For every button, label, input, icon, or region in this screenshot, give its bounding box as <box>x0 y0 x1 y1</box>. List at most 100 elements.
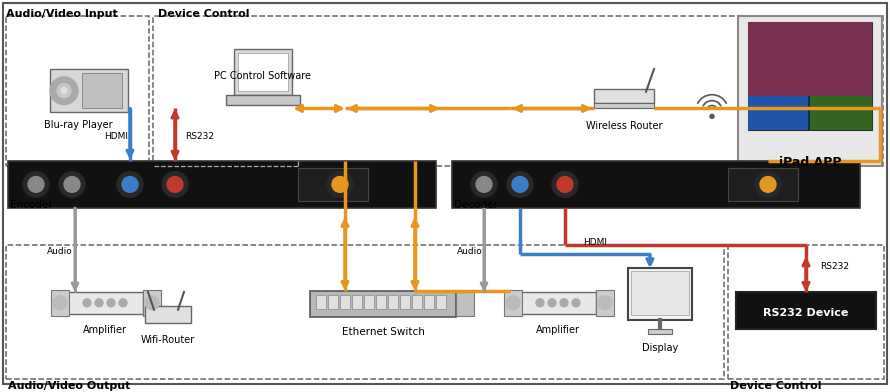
Bar <box>648 329 672 334</box>
Bar <box>328 295 338 309</box>
Bar <box>51 290 69 316</box>
Circle shape <box>471 172 497 197</box>
Circle shape <box>50 77 78 105</box>
Bar <box>234 49 292 95</box>
Bar <box>748 96 808 130</box>
Bar <box>316 295 326 309</box>
Bar <box>728 245 884 379</box>
Bar <box>728 168 798 201</box>
Bar <box>143 290 161 316</box>
Bar <box>738 16 882 166</box>
Bar <box>145 306 191 323</box>
Circle shape <box>107 299 115 307</box>
Text: RS232: RS232 <box>820 262 849 271</box>
Circle shape <box>760 176 776 192</box>
Text: Audio/Video Input: Audio/Video Input <box>6 9 117 19</box>
Circle shape <box>64 176 80 192</box>
Text: Device Control: Device Control <box>730 381 821 391</box>
Circle shape <box>57 84 71 98</box>
Circle shape <box>332 176 348 192</box>
Text: Wifi-Router: Wifi-Router <box>141 335 195 345</box>
Bar <box>298 168 368 201</box>
Bar <box>8 161 436 208</box>
Circle shape <box>512 176 528 192</box>
Bar <box>810 96 872 130</box>
Text: PC Control Software: PC Control Software <box>214 71 312 81</box>
Circle shape <box>122 176 138 192</box>
Bar <box>452 161 860 208</box>
Bar <box>226 95 300 105</box>
Bar <box>6 16 149 166</box>
Circle shape <box>598 296 612 310</box>
Text: Device Control: Device Control <box>158 9 249 19</box>
Text: Wireless Router: Wireless Router <box>586 121 662 131</box>
Text: Audio: Audio <box>47 247 73 256</box>
Bar <box>352 295 362 309</box>
Bar <box>82 73 122 109</box>
Text: HDMI: HDMI <box>104 132 128 141</box>
Text: Display: Display <box>642 343 678 353</box>
Circle shape <box>119 299 127 307</box>
Circle shape <box>548 299 556 307</box>
Circle shape <box>53 296 67 310</box>
Bar <box>748 22 872 96</box>
Circle shape <box>710 114 714 118</box>
Text: HDMI: HDMI <box>583 238 607 247</box>
Bar <box>364 295 374 309</box>
Bar <box>436 295 446 309</box>
Circle shape <box>506 296 520 310</box>
Circle shape <box>95 299 103 307</box>
Circle shape <box>167 176 183 192</box>
Bar <box>736 292 876 329</box>
Bar <box>388 295 398 309</box>
Bar <box>456 292 474 316</box>
Bar <box>50 69 128 113</box>
Circle shape <box>507 172 533 197</box>
Text: Encoder: Encoder <box>10 200 53 210</box>
Circle shape <box>23 172 49 197</box>
Circle shape <box>557 176 573 192</box>
Circle shape <box>536 299 544 307</box>
Text: RS232 Device: RS232 Device <box>764 308 849 318</box>
Bar <box>412 295 422 309</box>
Circle shape <box>83 299 91 307</box>
Text: Audio/Video Output: Audio/Video Output <box>8 381 130 391</box>
Bar <box>6 245 724 379</box>
Bar <box>153 16 883 166</box>
Text: Blu-ray Player: Blu-ray Player <box>44 120 112 130</box>
Bar <box>376 295 386 309</box>
Circle shape <box>61 88 67 94</box>
Text: Amplifier: Amplifier <box>83 325 127 336</box>
Circle shape <box>327 172 353 197</box>
Bar <box>310 291 456 317</box>
Circle shape <box>552 172 578 197</box>
Bar <box>748 22 872 130</box>
Text: Amplifier: Amplifier <box>536 325 580 336</box>
Circle shape <box>572 299 580 307</box>
Circle shape <box>560 299 568 307</box>
Circle shape <box>476 176 492 192</box>
Text: Decoder: Decoder <box>454 200 498 210</box>
Bar <box>520 292 596 314</box>
Circle shape <box>162 172 188 197</box>
Text: Ethernet Switch: Ethernet Switch <box>342 327 425 338</box>
Circle shape <box>755 172 781 197</box>
Bar <box>596 290 614 316</box>
Text: Audio: Audio <box>457 247 483 256</box>
Bar <box>238 53 288 91</box>
Circle shape <box>59 172 85 197</box>
Bar <box>67 292 143 314</box>
Text: iPad APP: iPad APP <box>779 156 841 169</box>
Circle shape <box>117 172 143 197</box>
Bar <box>631 271 689 315</box>
Text: RS232: RS232 <box>185 132 214 141</box>
Circle shape <box>28 176 44 192</box>
Bar <box>628 268 692 319</box>
Bar <box>424 295 434 309</box>
Bar <box>504 290 522 316</box>
Bar <box>594 89 654 103</box>
Bar <box>400 295 410 309</box>
Bar <box>594 103 654 109</box>
Bar <box>340 295 350 309</box>
Circle shape <box>145 296 159 310</box>
